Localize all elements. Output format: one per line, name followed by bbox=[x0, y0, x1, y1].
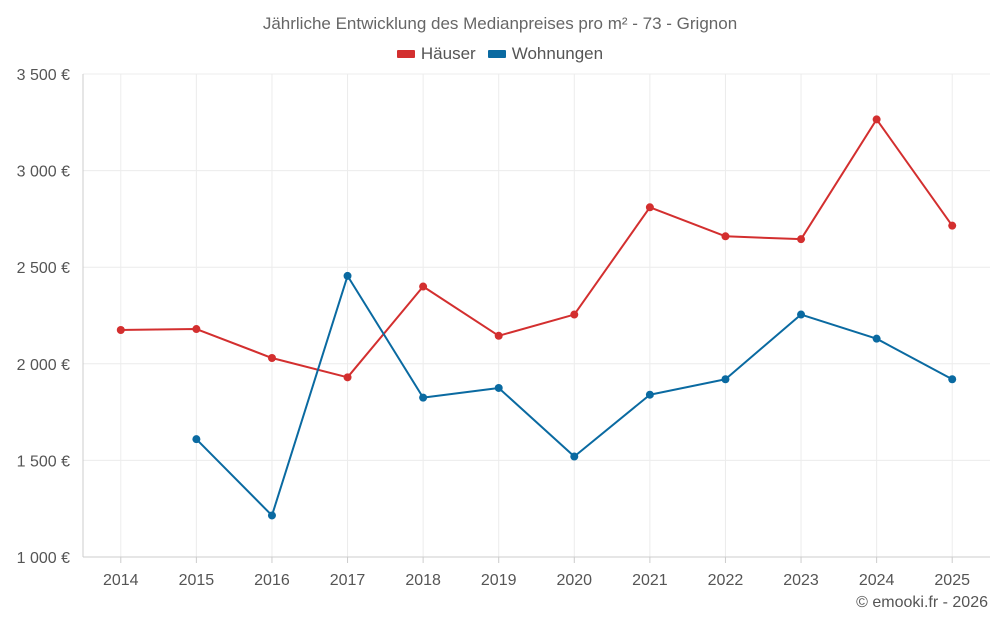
data-point-haeuser-2025[interactable] bbox=[948, 221, 957, 230]
data-point-haeuser-2018[interactable] bbox=[419, 282, 428, 291]
data-point-wohnungen-2016[interactable] bbox=[267, 511, 276, 520]
x-tick-label: 2022 bbox=[708, 572, 744, 589]
y-tick-label: 2 000 € bbox=[17, 357, 70, 374]
y-tick-label: 3 000 € bbox=[17, 164, 70, 181]
data-point-haeuser-2016[interactable] bbox=[267, 354, 276, 363]
y-tick-label: 1 500 € bbox=[17, 453, 70, 470]
y-tick-label: 1 000 € bbox=[17, 550, 70, 567]
legend-label-wohnungen: Wohnungen bbox=[511, 44, 604, 63]
x-tick-label: 2016 bbox=[254, 572, 290, 589]
data-point-wohnungen-2019[interactable] bbox=[494, 383, 503, 392]
x-tick-label: 2023 bbox=[783, 572, 819, 589]
data-point-wohnungen-2017[interactable] bbox=[343, 271, 352, 280]
x-tick-label: 2017 bbox=[330, 572, 366, 589]
legend-item-haeuser[interactable]: Häuser bbox=[396, 44, 476, 64]
legend-swatch-haeuser bbox=[396, 50, 415, 58]
data-point-haeuser-2017[interactable] bbox=[343, 373, 352, 382]
data-point-haeuser-2019[interactable] bbox=[494, 331, 503, 340]
x-tick-label: 2025 bbox=[934, 572, 970, 589]
legend-label-haeuser: Häuser bbox=[420, 44, 476, 63]
data-point-wohnungen-2018[interactable] bbox=[419, 393, 428, 402]
data-point-haeuser-2015[interactable] bbox=[192, 325, 201, 334]
data-point-haeuser-2022[interactable] bbox=[721, 232, 730, 241]
x-tick-label: 2014 bbox=[103, 572, 139, 589]
legend-item-wohnungen[interactable]: Wohnungen bbox=[487, 44, 604, 64]
data-point-wohnungen-2021[interactable] bbox=[645, 390, 654, 399]
x-tick-label: 2020 bbox=[556, 572, 592, 589]
legend: Häuser Wohnungen bbox=[0, 44, 1000, 64]
copyright-notice: © emooki.fr - 2026 bbox=[856, 594, 988, 611]
data-point-wohnungen-2024[interactable] bbox=[872, 334, 881, 343]
data-point-wohnungen-2023[interactable] bbox=[797, 310, 806, 319]
data-point-wohnungen-2025[interactable] bbox=[948, 375, 957, 384]
y-tick-label: 2 500 € bbox=[17, 260, 70, 277]
x-tick-label: 2015 bbox=[179, 572, 215, 589]
x-tick-label: 2021 bbox=[632, 572, 668, 589]
data-point-wohnungen-2020[interactable] bbox=[570, 452, 579, 461]
x-tick-label: 2024 bbox=[859, 572, 895, 589]
legend-swatch-wohnungen bbox=[487, 50, 506, 58]
x-tick-label: 2018 bbox=[405, 572, 441, 589]
data-point-haeuser-2021[interactable] bbox=[645, 203, 654, 212]
data-point-wohnungen-2015[interactable] bbox=[192, 435, 201, 444]
data-point-haeuser-2023[interactable] bbox=[797, 235, 806, 244]
series-line-haeuser bbox=[120, 118, 954, 379]
data-point-haeuser-2024[interactable] bbox=[872, 115, 881, 124]
data-point-wohnungen-2022[interactable] bbox=[721, 375, 730, 384]
chart-title: Jährliche Entwicklung des Medianpreises … bbox=[262, 14, 738, 33]
y-tick-label: 3 500 € bbox=[17, 67, 70, 84]
x-tick-label: 2019 bbox=[481, 572, 517, 589]
data-point-haeuser-2014[interactable] bbox=[116, 325, 125, 334]
data-point-haeuser-2020[interactable] bbox=[570, 310, 579, 319]
